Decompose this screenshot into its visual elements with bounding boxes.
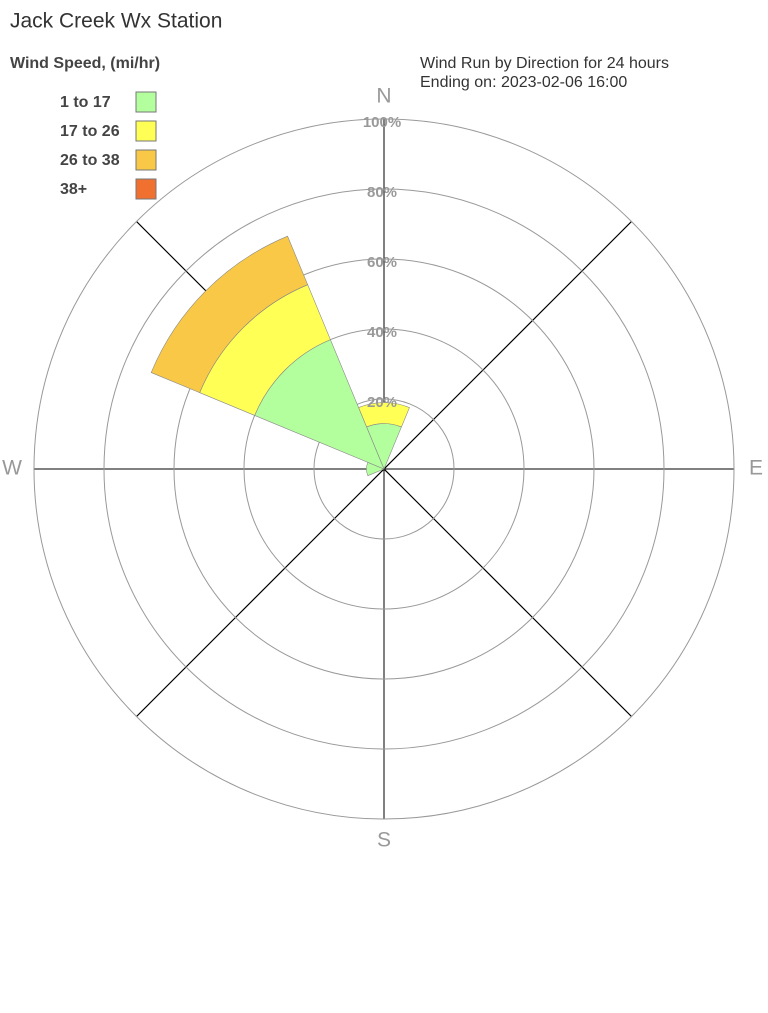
grid-ring bbox=[243, 328, 525, 610]
grid-ring bbox=[313, 398, 455, 540]
legend-swatch bbox=[135, 149, 157, 171]
r-tick-label: 80% bbox=[367, 184, 397, 201]
r-tick-label: 20% bbox=[367, 394, 397, 411]
r-tick-label: 40% bbox=[367, 324, 397, 341]
direction-label: N bbox=[376, 85, 391, 108]
r-tick-label: 100% bbox=[363, 114, 401, 131]
direction-label: W bbox=[2, 457, 22, 480]
subtitle: Ending on: 2023-02-06 16:00 bbox=[420, 74, 627, 91]
direction-label: S bbox=[377, 829, 391, 852]
legend-label: 17 to 26 bbox=[60, 123, 120, 140]
grid-ring bbox=[33, 118, 735, 820]
wedge bbox=[150, 235, 309, 394]
subtitle: Wind Run by Direction for 24 hours bbox=[420, 55, 669, 72]
legend-swatch bbox=[135, 178, 157, 200]
legend-label: 38+ bbox=[60, 181, 87, 198]
direction-label: E bbox=[749, 457, 763, 480]
legend-title: Wind Speed, (mi/hr) bbox=[10, 55, 160, 72]
chart-title: Jack Creek Wx Station bbox=[10, 10, 222, 33]
wedge bbox=[358, 402, 410, 428]
legend-label: 1 to 17 bbox=[60, 94, 111, 111]
r-tick-label: 60% bbox=[367, 254, 397, 271]
legend-label: 26 to 38 bbox=[60, 152, 120, 169]
grid-ring bbox=[173, 258, 595, 680]
grid-ring bbox=[103, 188, 665, 750]
legend-swatch bbox=[135, 91, 157, 113]
legend-swatch bbox=[135, 120, 157, 142]
